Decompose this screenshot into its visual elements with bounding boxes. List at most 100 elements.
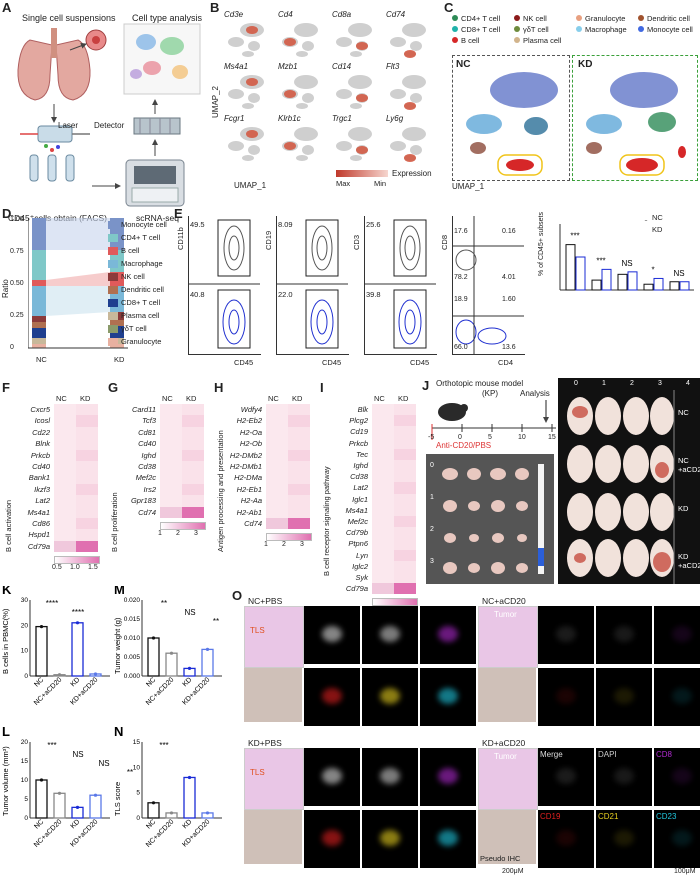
gene-label: Blk <box>357 405 368 414</box>
heatmap-cell <box>76 495 98 507</box>
panel-letter: A <box>2 0 12 15</box>
expression-colorbar <box>336 170 388 177</box>
feature-umap <box>282 75 318 109</box>
legend-label: γδT cell <box>121 324 147 333</box>
heatmap-cell <box>288 483 310 496</box>
signal-blob <box>438 688 458 704</box>
heatmap-cell <box>160 461 182 473</box>
if-channel <box>538 606 594 664</box>
scale-tick: 3 <box>194 530 198 537</box>
scale-tick: 1 <box>264 541 268 549</box>
bar <box>165 652 178 677</box>
e-bar-chart: *** *** NS * NS <box>559 220 694 291</box>
c-xaxis: UMAP_1 <box>452 182 485 191</box>
heatmap-cell <box>266 404 288 416</box>
gene-label: H2-Eb2 <box>236 416 262 426</box>
bar-nc <box>643 283 654 291</box>
legend-item: B cell <box>452 36 479 45</box>
flow-contours <box>364 219 436 349</box>
legend-item: NK cell <box>514 14 547 23</box>
panel-e: E CD11b CD45 49.5 40.8 CD19 CD45 8.09 22.0 CD3 CD… <box>174 206 700 376</box>
y-tick: 0 <box>136 815 140 822</box>
group-label: NC+PBS <box>248 596 283 606</box>
panel-c: C CD4+ T cell NK cell Granulocyte Dendritic… <box>444 0 700 200</box>
col-kd: KD <box>186 394 197 403</box>
heatmap-panel-g: G B cell proliferation NC KD Card11 Tcf3 Cd81 C… <box>106 380 210 580</box>
row-label: KD <box>678 504 689 513</box>
y-tick: 0.005 <box>124 654 141 661</box>
legend-swatch <box>108 260 118 269</box>
legend-label: Plasma cell <box>523 36 562 45</box>
signal-blob <box>614 626 634 642</box>
legend-dot <box>452 26 458 32</box>
heatmap-cell <box>394 460 416 472</box>
panel-a: A Single cell suspensions Cell type anal… <box>0 0 210 230</box>
sig-label: NS <box>184 608 195 617</box>
x-category: KD <box>182 676 194 688</box>
d-tick: 1.00 <box>10 216 24 223</box>
signal-blob <box>672 768 692 784</box>
heatmap-cell <box>288 438 310 450</box>
legend-swatch <box>108 221 118 230</box>
signal-blob <box>438 768 458 784</box>
gene-label: Blnk <box>35 439 50 449</box>
x-category: NC <box>33 676 45 688</box>
signal-blob <box>380 830 400 846</box>
d-tick: 0.50 <box>10 280 24 287</box>
legend-item: Monocyte cell <box>638 25 693 34</box>
gene-label: Cd14 <box>332 62 352 71</box>
signal-blob <box>322 626 342 642</box>
heatmap-cell <box>182 483 204 496</box>
legend-swatch <box>108 286 118 295</box>
heatmap-cell <box>372 560 394 572</box>
scale-tick: 2 <box>282 541 286 549</box>
heatmap-cell <box>394 404 416 416</box>
pseudo-ihc-image <box>478 668 536 722</box>
x-category: KD <box>70 818 82 830</box>
heatmap-cell <box>54 529 76 541</box>
heatmap-cell <box>76 506 98 518</box>
kd-label: KD <box>578 59 593 70</box>
if-channel <box>596 668 652 726</box>
y-tick: 5 <box>24 796 28 803</box>
pseudo-ihc-image <box>244 810 302 864</box>
heatmap-cell <box>160 404 182 416</box>
gate-value: 49.5 <box>190 220 205 229</box>
heatmap-cell <box>54 540 76 553</box>
y-tick: 0.010 <box>124 635 141 642</box>
gene-label: Ms4a1 <box>224 62 249 71</box>
ruler-tick: 1 <box>430 494 434 501</box>
heatmap-cell <box>394 504 416 516</box>
gate-value: 8.09 <box>278 220 293 229</box>
legend-swatch <box>108 325 118 334</box>
gene-label: Tcf3 <box>142 416 156 426</box>
d-legend-item: NK cell <box>108 272 145 282</box>
ruler-tick: 2 <box>630 380 634 387</box>
heatmap-cell <box>288 495 310 507</box>
panel-letter: O <box>232 588 243 603</box>
panel-letter: E <box>174 206 183 221</box>
signal-blob <box>380 768 400 784</box>
d-tick: 0.25 <box>10 312 24 319</box>
bar <box>147 637 160 677</box>
y-tick: 0.020 <box>124 597 141 604</box>
he-overview <box>478 606 538 668</box>
heatmap-panel-f: F B cell activation NC KD Cxcr5 Icosl Cd22 Blnk… <box>0 380 104 580</box>
heatmap-cell <box>372 437 394 449</box>
sig-label: ** <box>127 768 133 777</box>
if-channel <box>420 810 476 868</box>
legend-dot <box>514 26 520 32</box>
heatmap-cell <box>288 415 310 427</box>
heatmap-cell <box>54 426 76 439</box>
cell-type-analysis-label: Cell type analysis <box>132 13 203 23</box>
d-legend-item: CD8+ T cell <box>108 298 160 308</box>
d-tick: 0 <box>10 344 14 351</box>
bar-kd <box>653 277 664 291</box>
gene-label: Syk <box>355 573 368 582</box>
gene-label: Trgc1 <box>332 114 352 123</box>
d-legend-item: Granulocyte <box>108 337 161 347</box>
heatmap-scale <box>266 533 312 542</box>
sig-label: *** <box>570 232 579 241</box>
bar <box>147 802 160 819</box>
gene-label: Cd79a <box>27 541 50 551</box>
